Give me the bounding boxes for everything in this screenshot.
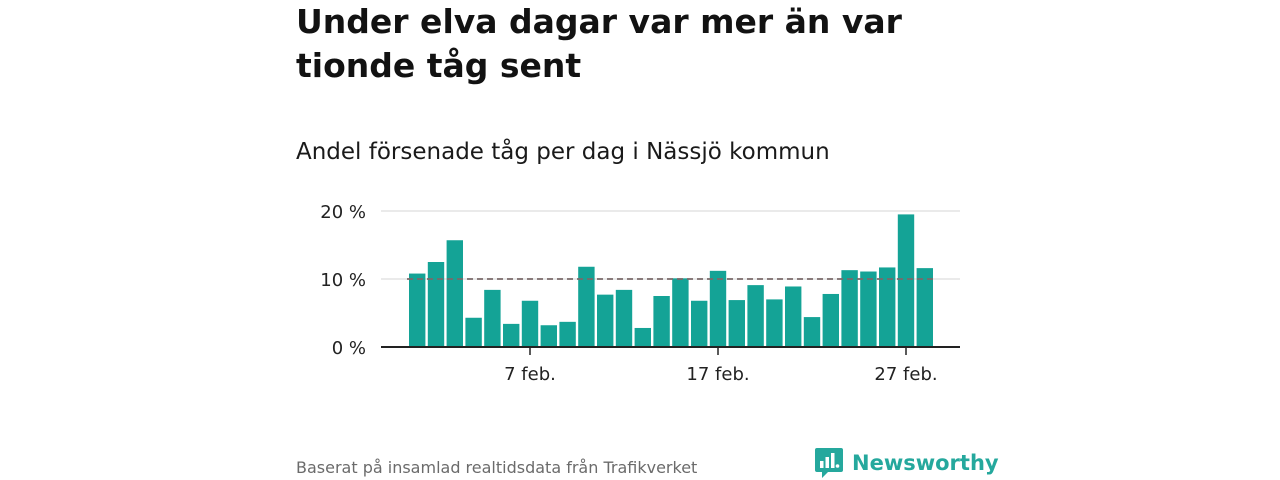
bar[interactable] (559, 321, 576, 347)
bar[interactable] (484, 289, 501, 347)
bar[interactable] (446, 240, 463, 347)
y-tick-label: 10 % (320, 270, 366, 291)
bar[interactable] (615, 289, 633, 347)
bar[interactable] (916, 268, 933, 347)
x-tick-label: 7 feb. (504, 364, 556, 385)
bar[interactable] (540, 325, 557, 347)
bar[interactable] (672, 278, 689, 347)
bar[interactable] (597, 294, 614, 347)
brand-name: Newsworthy (852, 451, 999, 475)
bar[interactable] (841, 270, 858, 347)
axis-layer: 0 % 10 % 20 % 7 feb. 17 feb. 27 feb. (320, 202, 960, 385)
bar[interactable] (766, 299, 783, 347)
bar[interactable] (409, 273, 426, 347)
bar[interactable] (897, 214, 915, 347)
bar[interactable] (634, 327, 651, 347)
grid-layer (381, 210, 960, 280)
x-tick-label: 17 feb. (686, 364, 749, 385)
bar[interactable] (822, 293, 839, 347)
bar[interactable] (785, 286, 802, 347)
bar[interactable] (860, 271, 877, 347)
brand-logo[interactable]: Newsworthy (814, 446, 999, 480)
chart-subtitle: Andel försenade tåg per dag i Nässjö kom… (296, 139, 830, 165)
x-tick-label: 27 feb. (874, 364, 937, 385)
y-tick-label: 20 % (320, 202, 366, 223)
bar[interactable] (879, 267, 896, 347)
bar-layer (409, 214, 933, 347)
bar[interactable] (747, 285, 764, 347)
bar[interactable] (521, 300, 539, 347)
bar[interactable] (503, 323, 520, 347)
bar[interactable] (465, 317, 482, 347)
bar[interactable] (728, 300, 745, 347)
bar[interactable] (709, 270, 727, 347)
bar[interactable] (803, 317, 821, 347)
y-tick-label: 0 % (332, 338, 366, 359)
chart-title: Under elva dagar var mer än var tionde t… (296, 2, 902, 85)
bar[interactable] (578, 266, 595, 347)
bar[interactable] (691, 300, 708, 347)
source-note: Baserat på insamlad realtidsdata från Tr… (296, 458, 698, 477)
bar[interactable] (653, 296, 670, 347)
bar[interactable] (427, 262, 445, 347)
newsworthy-logo-icon (815, 448, 843, 478)
